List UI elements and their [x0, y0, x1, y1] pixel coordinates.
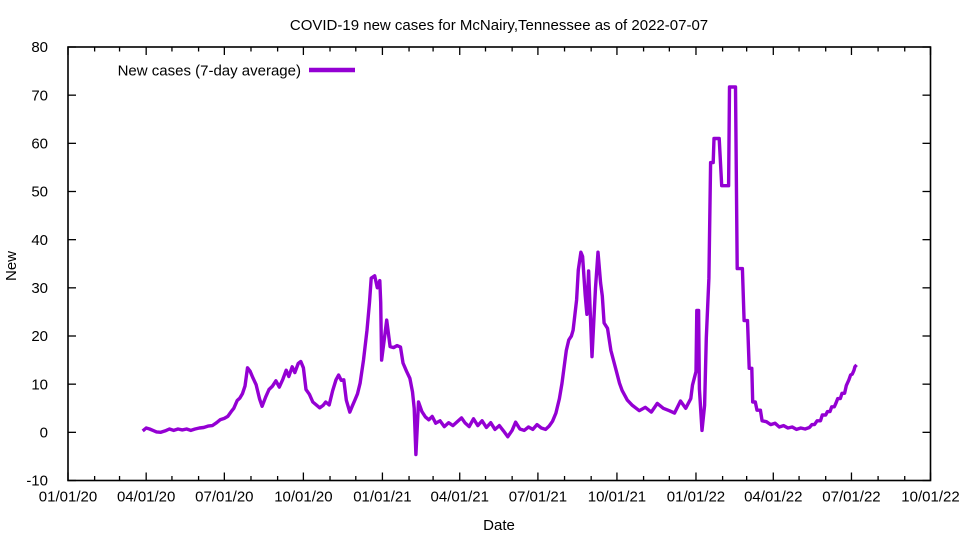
y-tick-label: 10 [31, 376, 48, 393]
x-tick-label: 10/01/22 [901, 489, 959, 506]
legend: New cases (7-day average) [118, 63, 355, 80]
y-tick-label: 80 [31, 39, 48, 56]
y-tick-label: -10 [26, 473, 48, 490]
series-line-new-cases [141, 85, 858, 457]
y-tick-label: 30 [31, 280, 48, 297]
y-tick-label: 50 [31, 184, 48, 201]
legend-label: New cases (7-day average) [118, 63, 301, 80]
y-tick-label: 60 [31, 136, 48, 153]
x-tick-label: 10/01/20 [274, 489, 332, 506]
y-axis-label: New [3, 251, 20, 281]
x-tick-label: 07/01/21 [509, 489, 567, 506]
y-tick-label: 0 [40, 425, 48, 442]
plot-border [67, 46, 932, 482]
chart-title: COVID-19 new cases for McNairy,Tennessee… [290, 17, 708, 34]
x-tick-label: 04/01/21 [431, 489, 489, 506]
x-tick-label: 04/01/22 [744, 489, 802, 506]
y-tick-label: 70 [31, 87, 48, 104]
generated-ticks-and-series: -10 0 10 20 30 40 50 60 70 80 01/01/20 04/01/20 07/0… [26, 39, 959, 505]
x-tick-label: 01/01/21 [353, 489, 411, 506]
x-tick-label: 01/01/20 [39, 489, 97, 506]
x-tick-label: 07/01/22 [822, 489, 880, 506]
x-tick-label: 07/01/20 [195, 489, 253, 506]
x-tick-label: 04/01/20 [117, 489, 175, 506]
x-tick-label: 01/01/22 [667, 489, 725, 506]
x-axis-label: Date [483, 517, 515, 534]
y-tick-label: 40 [31, 232, 48, 249]
x-tick-label: 10/01/21 [588, 489, 646, 506]
y-tick-label: 20 [31, 328, 48, 345]
